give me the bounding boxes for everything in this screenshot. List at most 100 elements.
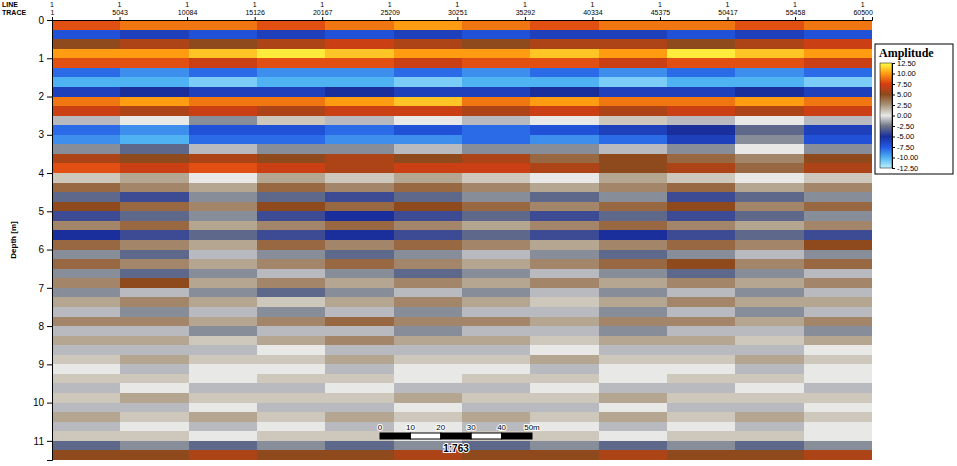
line-number: 1 [455, 1, 459, 8]
cell [804, 39, 872, 49]
cell [735, 269, 804, 279]
cell [325, 39, 394, 49]
cell [462, 326, 531, 336]
cell [804, 259, 872, 269]
colorbar-tick-label: 2.50 [897, 101, 912, 110]
colorbar-tick: 5.00 [892, 90, 912, 99]
cell [667, 77, 736, 87]
cell [257, 87, 326, 97]
y-tick: 1 [38, 53, 52, 64]
cell [394, 87, 463, 97]
cell [189, 230, 258, 240]
x-tick: 1 [51, 9, 55, 20]
cell [667, 297, 736, 307]
header-label: LINE [2, 1, 18, 8]
y-tick-label: 11 [34, 436, 45, 447]
cell [804, 450, 872, 460]
cell [667, 202, 736, 212]
cell [667, 211, 736, 221]
cell [599, 336, 668, 346]
cell [462, 441, 531, 451]
cell [325, 30, 394, 40]
cell [667, 355, 736, 365]
cell [462, 364, 531, 374]
cell [735, 211, 804, 221]
cell [462, 192, 531, 202]
scale-bar-segment [410, 433, 440, 439]
cell [52, 30, 121, 40]
cell [530, 422, 599, 432]
colorbar-tick-mark [892, 84, 895, 85]
x-axis: 1504310084151262016725209302513529240334… [51, 9, 873, 21]
cell [735, 230, 804, 240]
cell [462, 135, 531, 145]
cell [804, 192, 872, 202]
colorbar-tick-mark [892, 95, 895, 96]
cell [257, 364, 326, 374]
cell [530, 135, 599, 145]
cell [120, 326, 189, 336]
cell [52, 173, 121, 183]
cell [735, 259, 804, 269]
cell [394, 297, 463, 307]
cell [325, 97, 394, 107]
cell [325, 364, 394, 374]
cell [325, 393, 394, 403]
cell [394, 364, 463, 374]
cell [667, 97, 736, 107]
cell [462, 317, 531, 327]
scale-bar-segment [380, 433, 410, 439]
cell [325, 230, 394, 240]
cell [189, 77, 258, 87]
cell [530, 97, 599, 107]
y-tick: 7 [38, 283, 52, 294]
cell [599, 221, 668, 231]
cell [189, 39, 258, 49]
cell [667, 230, 736, 240]
cell [599, 173, 668, 183]
cell [735, 183, 804, 193]
cell [189, 97, 258, 107]
x-tick-mark [728, 17, 729, 20]
cell [667, 383, 736, 393]
cell [394, 163, 463, 173]
cell [325, 77, 394, 87]
cell [394, 68, 463, 78]
x-tick-mark [52, 17, 53, 20]
cell [325, 135, 394, 145]
cell [735, 278, 804, 288]
cell [189, 336, 258, 346]
x-tick: 55458 [786, 9, 806, 20]
cell [52, 106, 121, 116]
cell [52, 393, 121, 403]
x-tick-label: 35292 [516, 9, 536, 16]
cell [462, 297, 531, 307]
cell [530, 173, 599, 183]
cell [667, 450, 736, 460]
cell [52, 163, 121, 173]
colorbar: Amplitude12.5010.007.505.002.500.00-2.50… [875, 44, 953, 174]
cell [394, 403, 463, 413]
cell [462, 58, 531, 68]
cell [257, 221, 326, 231]
cell [599, 77, 668, 87]
y-tick-mark [47, 20, 52, 21]
cell [735, 240, 804, 250]
scale-bar-label: 50m [524, 423, 540, 432]
cell [120, 345, 189, 355]
cell [530, 77, 599, 87]
x-tick-label: 25209 [381, 9, 401, 16]
colorbar-tick: -12.50 [892, 164, 918, 173]
cell [462, 39, 531, 49]
cell [462, 374, 531, 384]
colorbar-tick-mark [892, 168, 895, 169]
cell [667, 87, 736, 97]
cell [189, 106, 258, 116]
colorbar-tick: 7.50 [892, 80, 912, 89]
cell [52, 68, 121, 78]
colorbar-tick: -2.50 [892, 122, 914, 131]
cell [52, 450, 121, 460]
cell [599, 49, 668, 59]
cell [52, 58, 121, 68]
cell [394, 58, 463, 68]
